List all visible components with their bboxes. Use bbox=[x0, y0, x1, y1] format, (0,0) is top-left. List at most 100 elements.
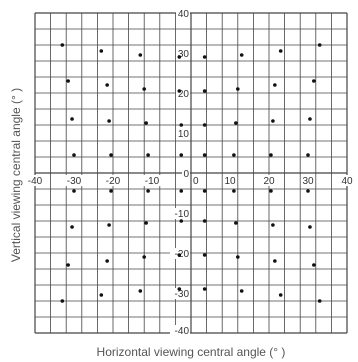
data-point bbox=[60, 299, 65, 303]
data-point bbox=[271, 223, 275, 227]
data-point bbox=[107, 223, 111, 227]
y-tick-label: -40 bbox=[175, 326, 190, 337]
data-point bbox=[107, 119, 111, 123]
y-tick-label: 10 bbox=[178, 129, 190, 140]
data-point bbox=[202, 287, 207, 291]
data-point bbox=[269, 153, 273, 157]
data-point bbox=[312, 79, 316, 83]
x-tick-label-bg bbox=[301, 175, 315, 186]
y-tick-label: 20 bbox=[178, 89, 190, 100]
data-point bbox=[72, 153, 76, 157]
data-point bbox=[202, 123, 207, 127]
x-tick-label-bg bbox=[64, 175, 84, 186]
data-point bbox=[142, 87, 146, 91]
y-tick-label-bg bbox=[170, 208, 190, 219]
data-point bbox=[271, 119, 275, 123]
y-tick-labels: 40 30 20 10 0 -10 -20 -30 -40 bbox=[170, 8, 190, 337]
data-point bbox=[202, 219, 207, 223]
y-tick-label-bg bbox=[176, 48, 190, 59]
data-point bbox=[179, 189, 184, 193]
y-tick-label-bg bbox=[170, 288, 190, 299]
data-point bbox=[144, 221, 148, 225]
x-tick-label-bg bbox=[25, 175, 45, 186]
data-point bbox=[105, 259, 109, 263]
data-point bbox=[239, 53, 244, 57]
y-tick-label-bg bbox=[176, 8, 190, 19]
data-point bbox=[273, 83, 277, 87]
data-point bbox=[109, 189, 113, 193]
data-point bbox=[269, 189, 273, 193]
x-tick-label-bg bbox=[103, 175, 123, 186]
data-point bbox=[177, 253, 182, 257]
y-tick-label: 40 bbox=[178, 9, 190, 20]
data-point bbox=[236, 255, 240, 259]
data-point bbox=[99, 293, 104, 297]
data-point bbox=[202, 55, 207, 59]
x-tick-label: -30 bbox=[67, 176, 82, 187]
data-point bbox=[138, 289, 143, 293]
data-point bbox=[202, 89, 207, 93]
data-point bbox=[70, 225, 74, 229]
data-point bbox=[278, 49, 283, 53]
x-axis-title: Horizontal viewing central angle (° ) bbox=[97, 345, 286, 359]
y-tick-label: -10 bbox=[175, 209, 190, 220]
data-point bbox=[312, 263, 316, 267]
x-tick-label-bg bbox=[262, 175, 276, 186]
y-tick-label-bg bbox=[170, 325, 190, 336]
data-point bbox=[179, 153, 184, 157]
y-tick-label-bg bbox=[176, 128, 190, 139]
grid bbox=[34, 12, 348, 334]
data-point bbox=[202, 189, 207, 193]
data-point bbox=[144, 121, 148, 125]
data-point bbox=[142, 255, 146, 259]
x-tick-label: 30 bbox=[302, 176, 314, 187]
data-point bbox=[109, 153, 113, 157]
data-point bbox=[105, 83, 109, 87]
data-point bbox=[232, 189, 236, 193]
data-point bbox=[66, 263, 70, 267]
x-tick-label-bg bbox=[223, 175, 237, 186]
data-point bbox=[138, 53, 143, 57]
data-point bbox=[239, 289, 244, 293]
x-tick-label: 20 bbox=[263, 176, 275, 187]
data-point bbox=[306, 189, 310, 193]
data-point bbox=[60, 43, 65, 47]
data-point bbox=[66, 79, 70, 83]
y-tick-label-bg bbox=[176, 88, 190, 99]
x-tick-labels: -40 -30 -20 -10 0 10 20 30 40 bbox=[25, 175, 354, 187]
x-tick-label: 40 bbox=[341, 176, 353, 187]
data-point bbox=[273, 259, 277, 263]
data-point bbox=[234, 121, 238, 125]
data-point bbox=[278, 293, 283, 297]
y-tick-label: -30 bbox=[175, 289, 190, 300]
data-point bbox=[146, 153, 150, 157]
data-point bbox=[177, 89, 182, 93]
data-point bbox=[179, 123, 184, 127]
data-point bbox=[179, 219, 184, 223]
x-tick-label-bg bbox=[142, 175, 162, 186]
data-point bbox=[236, 87, 240, 91]
y-axis-title: Vertical viewing central angle (° ) bbox=[9, 88, 23, 262]
data-point bbox=[177, 287, 182, 291]
x-tick-label: 0 bbox=[193, 176, 199, 187]
x-tick-label-bg bbox=[340, 175, 354, 186]
y-tick-label: 30 bbox=[178, 49, 190, 60]
data-point bbox=[202, 253, 207, 257]
y-tick-label: 0 bbox=[183, 169, 189, 180]
x-tick-label: -20 bbox=[106, 176, 121, 187]
data-point bbox=[317, 43, 322, 47]
x-tick-label: 10 bbox=[224, 176, 236, 187]
data-point bbox=[202, 153, 207, 157]
x-tick-label: -40 bbox=[28, 176, 43, 187]
data-point bbox=[232, 153, 236, 157]
data-point bbox=[72, 189, 76, 193]
data-point bbox=[70, 117, 74, 121]
data-point bbox=[99, 49, 104, 53]
x-tick-label-bg bbox=[192, 175, 200, 186]
data-point bbox=[306, 153, 310, 157]
data-point bbox=[234, 221, 238, 225]
y-tick-label-bg bbox=[182, 168, 190, 179]
x-tick-label: -10 bbox=[145, 176, 160, 187]
data-point bbox=[177, 55, 182, 59]
